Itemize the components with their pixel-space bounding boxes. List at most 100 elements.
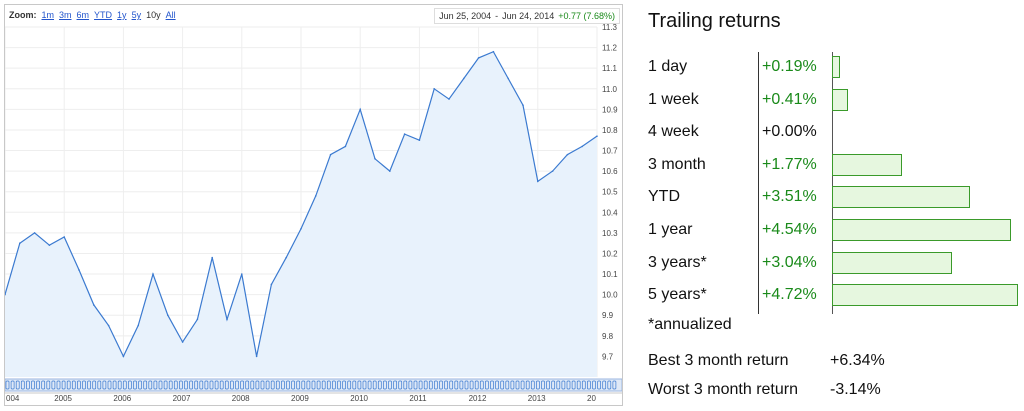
return-value: +3.51%	[762, 188, 817, 206]
return-value: +1.77%	[762, 155, 817, 173]
return-bar	[832, 218, 1011, 241]
price-point	[551, 170, 554, 172]
chart-toolbar: Zoom: 1m 3m 6m YTD 1y 5y 10y All Jun 25,…	[5, 5, 622, 27]
navigator-marker	[525, 380, 530, 390]
navigator-marker	[92, 380, 97, 390]
navigator-marker	[41, 380, 46, 390]
zoom-3m-link[interactable]: 3m	[59, 10, 72, 20]
return-row: 3 month +1.77%	[648, 150, 1018, 183]
x-tick-label: 2007	[173, 394, 191, 403]
navigator-marker	[128, 380, 132, 390]
navigator-marker	[459, 380, 464, 390]
navigator-marker	[357, 380, 362, 390]
navigator-marker	[112, 380, 117, 390]
x-tick-label: 004	[6, 394, 20, 403]
navigator-marker	[454, 380, 459, 390]
price-point	[581, 145, 583, 148]
return-row: 1 week +0.41%	[648, 85, 1018, 118]
navigator-marker	[403, 380, 408, 390]
y-tick-label: 10.1	[602, 270, 618, 279]
return-value: +0.19%	[762, 58, 817, 75]
navigator-marker	[393, 380, 397, 390]
navigator-marker	[495, 380, 499, 390]
navigator-marker	[10, 380, 15, 390]
navigator-marker	[168, 380, 173, 390]
navigator-marker	[444, 380, 448, 390]
price-plot[interactable]: 9.7 9.8 9.9 10.0 10.1 10.2 10.3 10.4 10.5 10.6 10.…	[5, 5, 622, 405]
navigator-marker	[153, 380, 158, 390]
navigator-marker	[275, 380, 280, 390]
return-row: 5 years* +4.72%	[648, 280, 1018, 313]
navigator-marker	[388, 380, 392, 390]
returns-title: Trailing returns	[648, 10, 781, 32]
navigator-marker	[189, 380, 193, 390]
x-tick-label: 20	[587, 394, 596, 403]
navigator-marker	[546, 380, 550, 390]
zoom-controls: Zoom: 1m 3m 6m YTD 1y 5y 10y All	[9, 10, 176, 20]
navigator-marker	[230, 380, 234, 390]
navigator-marker	[122, 380, 127, 390]
navigator-marker	[250, 380, 255, 390]
price-point	[492, 50, 495, 53]
y-tick-label: 9.9	[602, 311, 614, 320]
navigator-marker	[20, 380, 25, 390]
zoom-ytd-link[interactable]: YTD	[94, 10, 113, 20]
navigator-marker	[439, 380, 443, 390]
x-tick-label: 2006	[113, 394, 131, 403]
price-point	[226, 318, 228, 321]
navigator-marker	[428, 380, 433, 390]
range-start: Jun 25, 2004	[439, 11, 492, 21]
y-tick-label: 10.4	[602, 208, 618, 217]
zoom-1y-link[interactable]: 1y	[117, 10, 127, 20]
navigator-marker	[143, 380, 148, 390]
navigator-marker	[581, 380, 586, 390]
annualized-note: *annualized	[648, 316, 732, 333]
navigator-marker	[199, 380, 204, 390]
worst-3-month-value: -3.14%	[830, 381, 881, 398]
range-separator: -	[495, 11, 499, 21]
navigator-marker	[204, 380, 209, 390]
navigator-marker	[235, 380, 239, 390]
navigator-marker	[301, 380, 306, 390]
navigator-marker	[138, 380, 142, 390]
x-tick-label: 2012	[469, 394, 487, 403]
navigator-marker	[240, 380, 244, 390]
zoom-all-link[interactable]: All	[165, 10, 176, 20]
price-point	[255, 355, 258, 358]
navigator-marker	[434, 380, 438, 390]
navigator-marker	[56, 380, 61, 390]
return-value: +3.04%	[762, 253, 817, 271]
navigator-marker	[469, 380, 474, 390]
y-tick-label: 10.0	[602, 291, 618, 300]
zoom-5y-link[interactable]: 5y	[131, 10, 142, 20]
zoom-6m-link[interactable]: 6m	[76, 10, 90, 20]
y-tick-label: 10.2	[602, 249, 618, 258]
navigator-marker	[510, 380, 515, 390]
navigator-marker	[133, 380, 137, 390]
range-end: Jun 24, 2014	[502, 11, 555, 21]
date-range-box[interactable]: Jun 25, 2004 - Jun 24, 2014 +0.77 (7.68%…	[434, 8, 620, 24]
navigator-marker	[51, 380, 56, 390]
navigator-marker	[607, 380, 612, 390]
navigator-marker	[449, 380, 454, 390]
navigator-marker	[15, 380, 20, 390]
navigator-marker	[413, 380, 418, 390]
return-period-label: YTD	[648, 188, 680, 206]
navigator-marker	[224, 380, 229, 390]
navigator-marker	[97, 380, 102, 390]
navigator-marker	[505, 380, 510, 390]
return-period-label: 3 years*	[648, 253, 707, 271]
navigator-marker	[530, 380, 535, 390]
return-bar	[832, 284, 1018, 307]
x-tick-label: 2008	[232, 394, 250, 403]
price-point	[566, 153, 569, 156]
navigator-marker	[587, 380, 591, 390]
zoom-1m-link[interactable]: 1m	[41, 10, 55, 20]
zoom-10y-selected[interactable]: 10y	[146, 10, 161, 20]
price-point	[167, 314, 169, 317]
trailing-returns-panel: Trailing returns 1 day +0.19% 1 week +0.41%…	[642, 0, 1024, 411]
navigator-marker	[520, 380, 525, 390]
navigator-marker	[260, 380, 265, 390]
price-point	[596, 135, 598, 137]
best-3-month-row: Best 3 month return +6.34%	[648, 352, 1018, 370]
